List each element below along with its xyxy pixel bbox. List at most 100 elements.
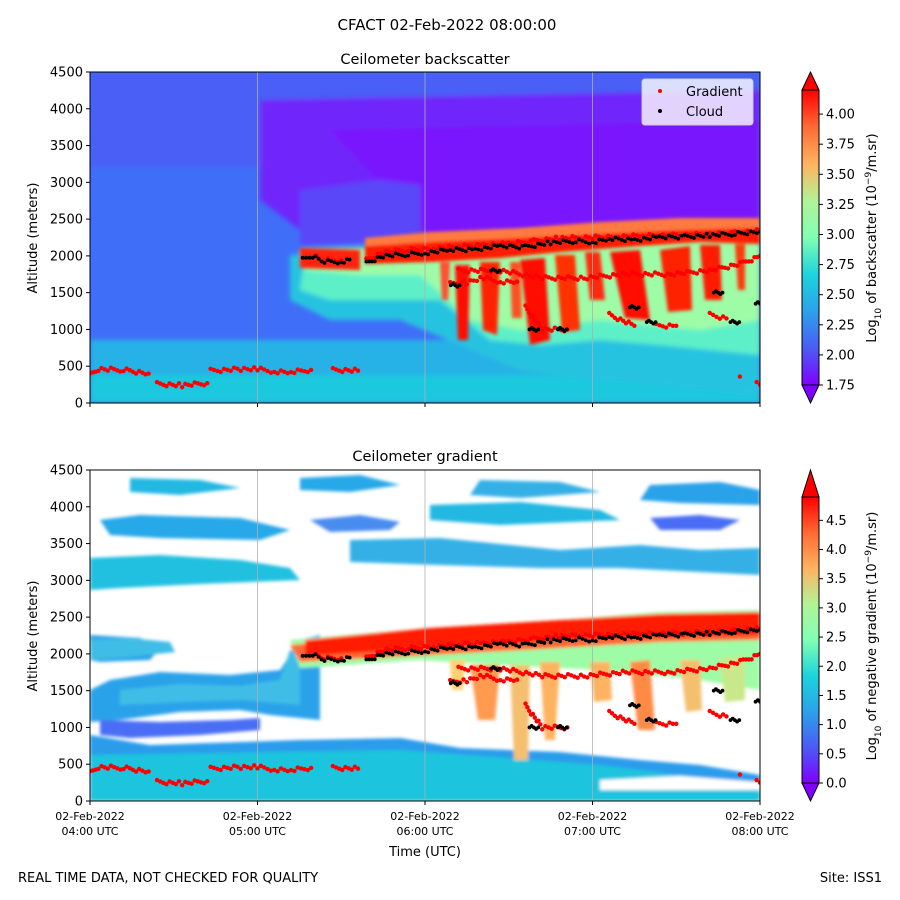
cloud-point (613, 633, 618, 638)
gradient-point (349, 369, 354, 374)
cloud-point (555, 240, 559, 245)
gradient-point (295, 765, 300, 770)
cloud-point (651, 632, 656, 637)
y-tick-label: 2000 (50, 647, 83, 662)
gradient-point (235, 764, 240, 769)
gradient-point (478, 672, 483, 678)
cloud-point (597, 237, 602, 242)
legend-gradient-swatch (658, 89, 662, 93)
cloud-point (548, 242, 553, 247)
gradient-point (215, 766, 220, 772)
legend-gradient-label: Gradient (686, 85, 743, 100)
cloud-point (720, 628, 725, 633)
gradient-point (173, 781, 179, 787)
gradient-point (536, 274, 542, 279)
legend-cloud-label: Cloud (686, 105, 723, 120)
cloud-point (754, 231, 759, 235)
cloud-point (342, 658, 346, 663)
gradient-point (527, 273, 532, 278)
gradient-point (517, 272, 522, 277)
cloud-point (558, 241, 562, 246)
gradient-point (694, 669, 700, 674)
gradient-point (607, 673, 613, 678)
gradient-point (133, 371, 139, 376)
gradient-point (461, 677, 466, 682)
cloud-point (498, 641, 503, 646)
gradient-point (282, 369, 287, 375)
cloud-point (372, 259, 377, 264)
gradient-point (355, 766, 361, 771)
gradient-point (575, 277, 580, 282)
gradient-point (670, 721, 676, 726)
cloud-point (616, 236, 621, 241)
gradient-point (475, 667, 481, 672)
gradient-point (632, 323, 637, 328)
gradient-point (189, 383, 194, 388)
cloud-point (558, 639, 562, 644)
gradient-point (228, 766, 233, 772)
cloud-point (623, 637, 627, 642)
cloud-point (641, 235, 646, 240)
gradient-point (508, 279, 513, 284)
cloud-point (564, 327, 569, 332)
cloud-point (429, 647, 434, 651)
gradient-point (533, 670, 539, 676)
cloud-point (319, 657, 324, 662)
gradient-xlabel: Time (UTC) (388, 845, 461, 860)
gradient-point (121, 368, 126, 374)
colorbar-tick-label: 2.00 (826, 348, 855, 363)
cloud-point (347, 655, 352, 660)
cloud-point (600, 636, 605, 641)
footer-quality-note: REAL TIME DATA, NOT CHECKED FOR QUALITY (18, 871, 318, 886)
cloud-point (342, 260, 346, 265)
gradient-point (406, 249, 411, 254)
gradient-point (305, 369, 310, 375)
colorbar-tick-label: 2.5 (826, 631, 847, 646)
gradient-point (501, 281, 506, 286)
gradient-point (245, 366, 250, 372)
gradient-point (627, 273, 632, 278)
cloud-point (507, 242, 512, 247)
cloud-point (587, 639, 592, 644)
gradient-colorbar-label: Log10 of negative gradient (10−9/m.sr) (864, 512, 884, 761)
gradient-point (225, 367, 230, 373)
cloud-point (322, 261, 327, 265)
cloud-point (536, 725, 541, 730)
gradient-point (501, 665, 506, 671)
cloud-point (384, 650, 389, 655)
cloud-point (495, 244, 500, 248)
cloud-point (635, 238, 640, 242)
cloud-point (710, 232, 715, 236)
cloud-point (501, 642, 506, 647)
gradient-point (707, 708, 712, 714)
cloud-point (347, 257, 352, 262)
gradient-point (757, 651, 760, 657)
gradient-point (713, 268, 719, 273)
gradient-point (570, 631, 575, 637)
cloud-point (470, 247, 475, 252)
cloud-point (406, 253, 411, 258)
cloud-point (701, 234, 706, 239)
cloud-point (545, 637, 550, 642)
cloud-point (737, 718, 742, 722)
gradient-point (265, 766, 270, 772)
gradient-point (560, 234, 565, 240)
gradient-point (478, 274, 483, 280)
cloud-point (432, 249, 437, 254)
gradient-point (523, 271, 529, 277)
cloud-point (638, 239, 643, 243)
cloud-point (344, 655, 349, 660)
gradient-point (245, 764, 250, 770)
cloud-point (419, 651, 424, 655)
cloud-point (676, 236, 681, 241)
gradient-point (498, 280, 503, 285)
cloud-point (492, 243, 496, 248)
cloud-point (626, 236, 630, 241)
cloud-point (653, 718, 658, 722)
y-tick-label: 0 (75, 397, 83, 412)
colorbar-tick-label: 1.75 (826, 379, 855, 394)
cloud-point (573, 638, 578, 643)
gradient-title: Ceilometer gradient (352, 449, 498, 465)
cloud-point (660, 633, 665, 638)
cloud-point (387, 651, 392, 656)
